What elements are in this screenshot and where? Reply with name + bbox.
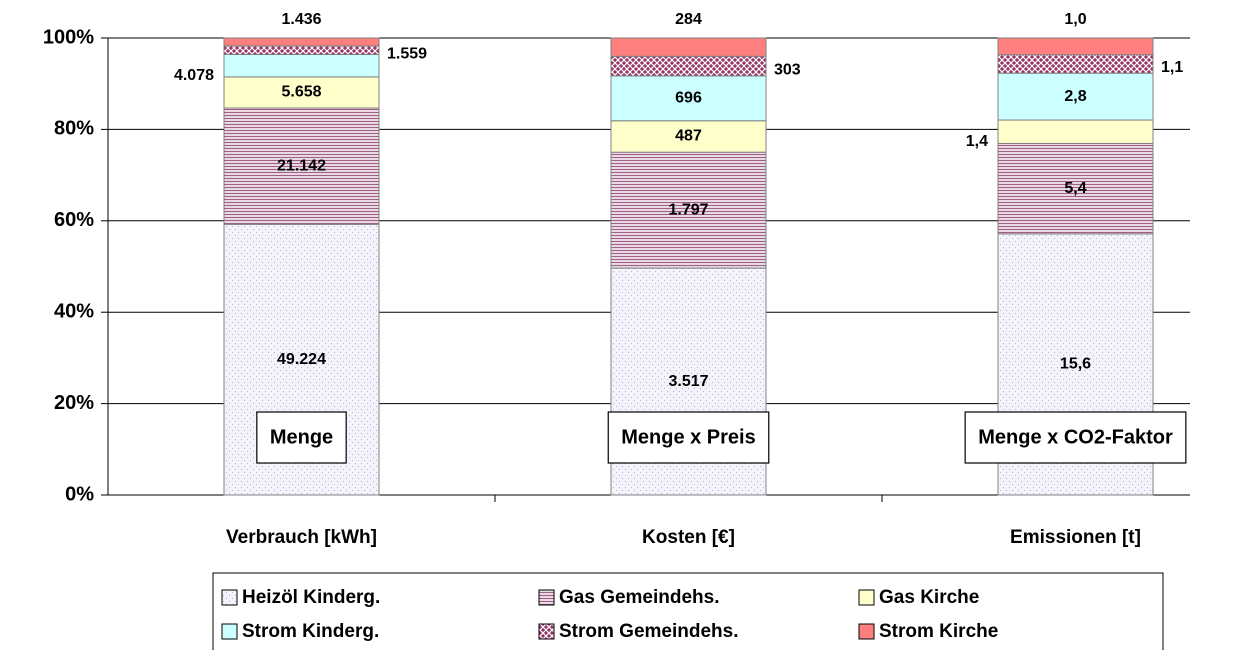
annotation: Menge x Preis xyxy=(621,426,756,448)
value-label: 1,4 xyxy=(966,133,988,150)
bar-segment xyxy=(610,37,767,57)
value-label: 1.559 xyxy=(387,45,427,62)
annotation: Menge xyxy=(270,426,333,448)
bar-segment xyxy=(223,45,380,55)
legend-swatch xyxy=(221,623,238,640)
annotation-box xyxy=(607,411,770,464)
y-tick-label: 100% xyxy=(43,26,94,48)
value-label: 49.224 xyxy=(277,351,326,368)
value-label: 3.517 xyxy=(668,373,708,390)
value-label: 487 xyxy=(675,128,702,145)
value-label: 15,6 xyxy=(1060,356,1091,373)
value-label: 1.436 xyxy=(281,11,321,28)
y-tick-label: 20% xyxy=(54,392,94,414)
value-label: 696 xyxy=(675,90,702,107)
legend-label: Strom Kirche xyxy=(879,621,998,642)
bar-segment xyxy=(610,75,767,122)
x-tick-label: Verbrauch [kWh] xyxy=(226,527,377,548)
annotation-box xyxy=(964,411,1187,464)
value-label: 5,4 xyxy=(1064,180,1086,197)
value-label: 1,0 xyxy=(1064,11,1086,28)
y-tick-label: 60% xyxy=(54,209,94,231)
bar-segment xyxy=(223,37,380,47)
value-label: 284 xyxy=(675,11,702,28)
bar-segment xyxy=(997,37,1154,56)
value-label: 303 xyxy=(774,61,801,78)
annotation: Menge x CO2-Faktor xyxy=(978,426,1173,448)
y-tick-label: 0% xyxy=(65,483,94,505)
bar-segment xyxy=(997,142,1154,235)
legend-label: Gas Kirche xyxy=(879,587,979,608)
value-label: 1.797 xyxy=(668,201,708,218)
value-label: 2,8 xyxy=(1064,88,1086,105)
x-tick-label: Emissionen [t] xyxy=(1010,527,1141,548)
bar-segment xyxy=(610,55,767,77)
legend-swatch xyxy=(538,623,555,640)
legend-swatch xyxy=(221,589,238,606)
legend-box xyxy=(212,572,1164,650)
value-label: 21.142 xyxy=(277,157,326,174)
value-label: 5.658 xyxy=(281,84,321,101)
bar-segment xyxy=(223,76,380,109)
value-label: 4.078 xyxy=(174,67,214,84)
legend-swatch xyxy=(538,589,555,606)
bar-segment xyxy=(997,54,1154,74)
annotation-box xyxy=(256,411,347,464)
value-label: 1,1 xyxy=(1161,59,1183,76)
legend-swatch xyxy=(858,589,875,606)
x-tick-label: Kosten [€] xyxy=(642,527,735,548)
y-tick-label: 80% xyxy=(54,118,94,140)
legend-label: Strom Gemeindehs. xyxy=(559,621,739,642)
legend-label: Strom Kinderg. xyxy=(242,621,379,642)
bar-segment xyxy=(223,53,380,78)
bar-segment xyxy=(997,72,1154,121)
bar-segment xyxy=(997,119,1154,144)
y-tick-label: 40% xyxy=(54,300,94,322)
bar-segment xyxy=(610,151,767,269)
legend-label: Heizöl Kinderg. xyxy=(242,587,380,608)
legend-label: Gas Gemeindehs. xyxy=(559,587,720,608)
bar-segment xyxy=(223,107,380,225)
legend-swatch xyxy=(858,623,875,640)
